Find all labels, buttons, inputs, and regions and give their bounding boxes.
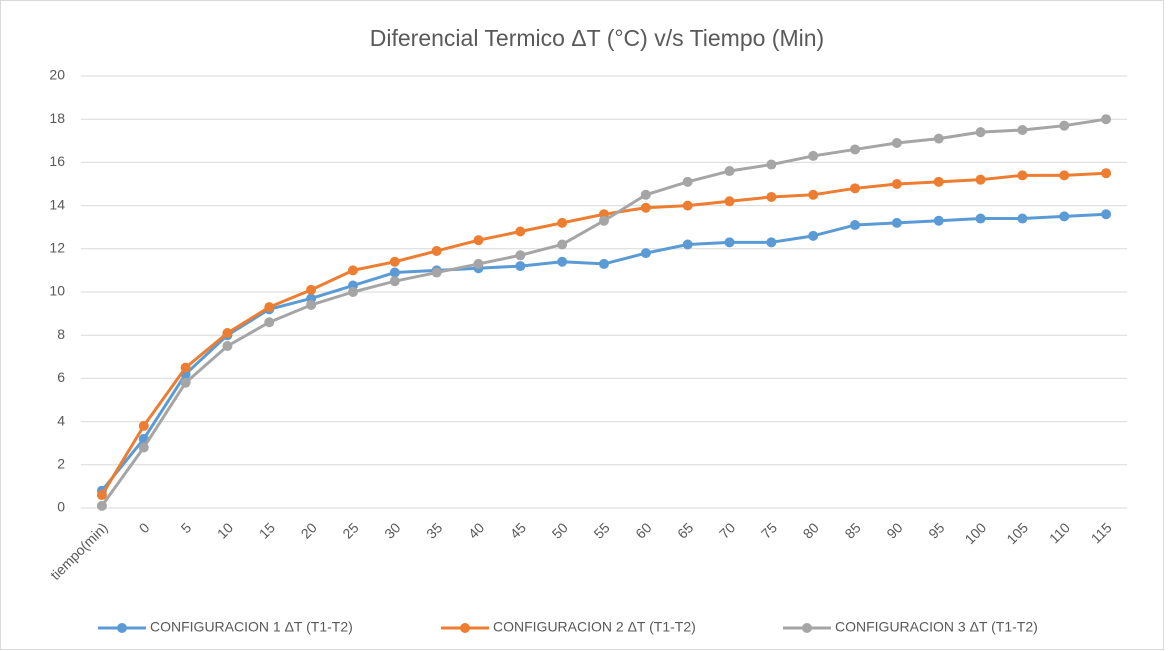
- series-marker: [180, 362, 191, 373]
- series-marker: [933, 176, 944, 187]
- series-marker: [557, 217, 568, 228]
- series-marker: [599, 258, 609, 269]
- y-tick-label: 2: [57, 456, 65, 472]
- series-marker: [515, 250, 526, 261]
- series-marker: [682, 200, 693, 211]
- series-marker: [389, 267, 400, 278]
- series-marker: [682, 176, 693, 187]
- series-marker: [222, 341, 233, 351]
- series-marker: [96, 490, 107, 501]
- series-marker: [306, 284, 317, 295]
- series-marker: [389, 256, 400, 267]
- series-marker: [347, 287, 358, 297]
- series-marker: [850, 220, 861, 231]
- series-marker: [850, 144, 861, 155]
- chart-title: Diferencial Termico ΔT (°C) v/s Tiempo (…: [370, 25, 824, 51]
- y-tick-label: 10: [49, 283, 65, 299]
- series-marker: [1017, 125, 1028, 135]
- series-marker: [1101, 209, 1112, 220]
- series-marker: [347, 265, 358, 276]
- series-marker: [766, 191, 777, 202]
- series-marker: [1017, 170, 1028, 181]
- series-marker: [431, 267, 442, 278]
- y-tick-label: 6: [57, 369, 65, 385]
- y-tick-label: 0: [57, 499, 65, 515]
- series-marker: [138, 420, 149, 431]
- series-marker: [264, 302, 275, 313]
- series-marker: [473, 235, 484, 246]
- series-marker: [640, 202, 651, 213]
- series-marker: [389, 276, 400, 287]
- series-marker: [180, 377, 191, 388]
- series-marker: [850, 183, 861, 194]
- series-marker: [599, 215, 609, 226]
- series-marker: [1017, 213, 1028, 224]
- series-marker: [138, 442, 149, 453]
- y-tick-label: 14: [49, 196, 65, 212]
- series-marker: [96, 500, 107, 511]
- series-marker: [515, 226, 526, 237]
- series-marker: [766, 159, 777, 170]
- series-marker: [557, 256, 568, 267]
- series-marker: [1101, 168, 1112, 179]
- legend-label: CONFIGURACION 3 ΔT (T1-T2): [835, 619, 1038, 635]
- y-tick-label: 20: [49, 67, 65, 83]
- series-marker: [1059, 120, 1070, 131]
- y-tick-label: 16: [49, 153, 65, 169]
- series-marker: [933, 215, 944, 226]
- y-tick-label: 8: [57, 326, 65, 342]
- legend-marker: [460, 623, 470, 633]
- series-marker: [557, 239, 568, 250]
- series-marker: [724, 237, 735, 248]
- series-marker: [1059, 211, 1070, 222]
- series-marker: [975, 174, 986, 185]
- y-tick-label: 4: [57, 412, 65, 428]
- series-marker: [766, 237, 777, 248]
- series-marker: [891, 217, 902, 228]
- series-marker: [640, 248, 651, 259]
- series-marker: [808, 189, 819, 200]
- series-marker: [264, 317, 275, 328]
- series-marker: [682, 239, 693, 250]
- series-marker: [1101, 114, 1112, 125]
- legend-marker: [802, 623, 812, 633]
- series-marker: [473, 258, 484, 269]
- legend-marker: [117, 623, 127, 633]
- series-marker: [933, 133, 944, 144]
- series-marker: [640, 189, 651, 200]
- y-tick-label: 12: [49, 240, 65, 256]
- series-marker: [222, 328, 233, 339]
- series-marker: [808, 150, 819, 161]
- series-marker: [891, 179, 902, 189]
- series-marker: [975, 127, 986, 138]
- series-marker: [724, 196, 735, 207]
- series-marker: [891, 137, 902, 148]
- series-marker: [975, 213, 986, 224]
- series-marker: [724, 166, 735, 177]
- series-marker: [306, 299, 317, 310]
- series-marker: [808, 230, 819, 241]
- legend-label: CONFIGURACION 2 ΔT (T1-T2): [493, 619, 696, 635]
- y-tick-label: 18: [49, 110, 65, 126]
- legend-label: CONFIGURACION 1 ΔT (T1-T2): [150, 619, 353, 635]
- series-marker: [515, 261, 526, 272]
- series-marker: [1059, 170, 1070, 181]
- series-marker: [431, 245, 442, 256]
